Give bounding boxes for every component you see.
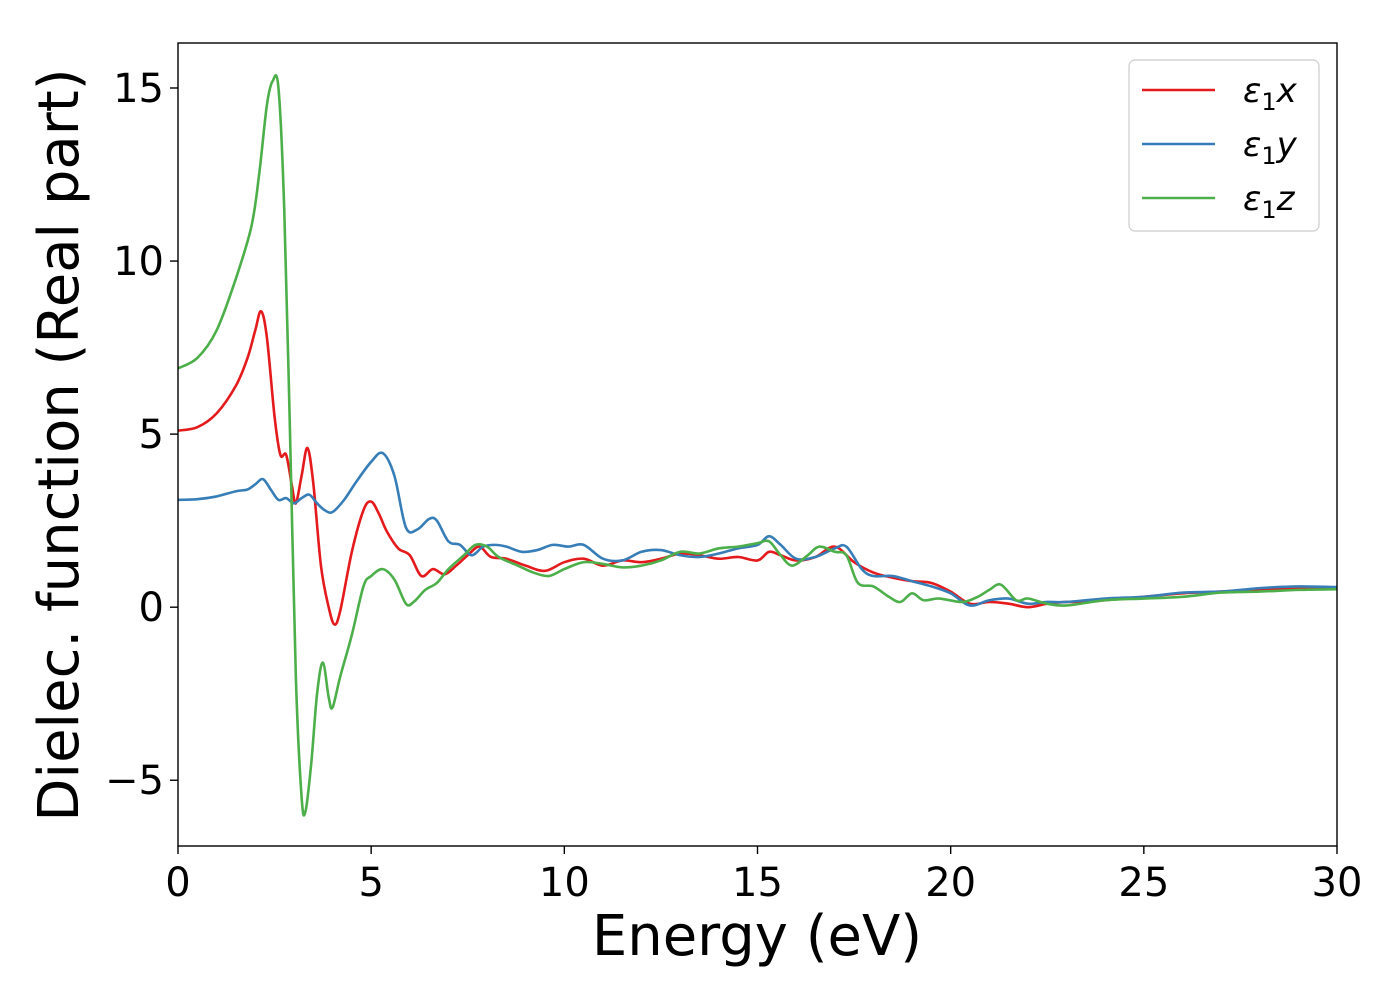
series-line-z: [178, 74, 1337, 817]
x-axis-label: Energy (eV): [592, 904, 922, 969]
x-tick-label: 25: [1118, 860, 1169, 906]
x-tick-label: 0: [165, 860, 190, 906]
x-tick-label: 5: [358, 860, 383, 906]
y-axis-ticks: −5 0 5 10 15: [105, 66, 178, 804]
y-tick-label: −5: [105, 758, 164, 804]
y-tick-label: 10: [113, 239, 164, 285]
series-line-y: [178, 451, 1337, 607]
legend: ε1x ε1y ε1z: [1128, 59, 1320, 232]
x-tick-label: 10: [539, 860, 590, 906]
y-tick-label: 5: [139, 412, 164, 458]
series-layer: [178, 74, 1337, 817]
y-tick-label: 15: [113, 66, 164, 112]
legend-label-x: ε1x: [1243, 71, 1298, 116]
legend-box: [1128, 59, 1320, 232]
x-tick-label: 30: [1312, 860, 1363, 906]
x-tick-label: 15: [732, 860, 783, 906]
x-axis-ticks: 0 5 10 15 20 25 30: [165, 846, 1362, 906]
y-tick-label: 0: [139, 585, 164, 631]
y-axis-label: Dielec. function (Real part): [27, 68, 92, 821]
x-tick-label: 20: [925, 860, 976, 906]
legend-label-y: ε1y: [1243, 125, 1298, 170]
legend-label-z: ε1z: [1243, 179, 1296, 224]
